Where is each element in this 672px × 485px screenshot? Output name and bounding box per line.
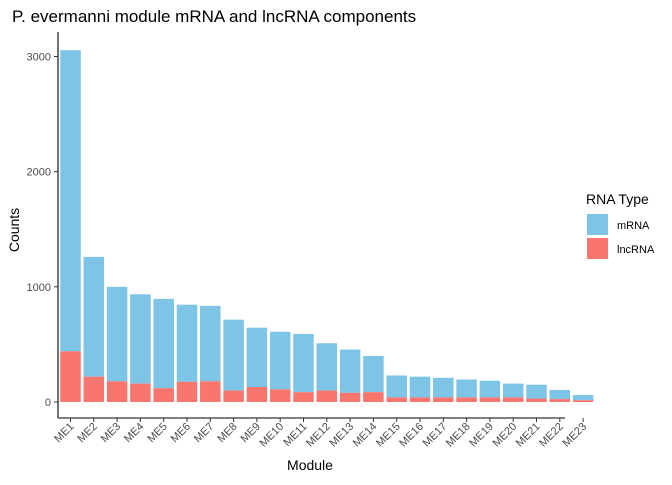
y-tick-label: 1000 [27, 282, 51, 294]
x-tick-label: ME2 [75, 421, 99, 445]
bar-mrna-me21 [526, 384, 547, 399]
bar-mrna-me10 [269, 331, 291, 390]
x-tick-label: ME5 [145, 421, 169, 445]
bar-lncrna-me17 [433, 397, 454, 402]
legend-label-lncrna: lncRNA [617, 244, 655, 256]
legend-label-mrna: mRNA [617, 220, 650, 232]
bar-lncrna-me9 [246, 387, 268, 402]
bar-mrna-me15 [386, 375, 407, 398]
x-tick-label: ME11 [281, 421, 309, 449]
x-tick-label: ME6 [169, 421, 193, 445]
bar-lncrna-me16 [409, 397, 431, 402]
bar-mrna-me14 [363, 355, 384, 393]
bar-lncrna-me5 [153, 388, 174, 402]
bar-mrna-me17 [433, 377, 454, 398]
x-tick-label: ME10 [258, 421, 287, 450]
bar-mrna-me23 [572, 395, 594, 401]
y-tick-label: 0 [45, 397, 51, 409]
plot-bars [60, 50, 594, 402]
bar-lncrna-me19 [479, 397, 501, 402]
x-tick-label: ME15 [374, 421, 403, 450]
bar-mrna-me16 [409, 376, 431, 398]
x-tick-label: ME14 [351, 421, 380, 450]
legend-key-lncrna [587, 238, 608, 259]
x-tick-label: ME13 [327, 421, 356, 450]
x-tick-label: ME19 [467, 421, 496, 450]
bar-lncrna-me8 [223, 390, 244, 402]
y-tick-label: 3000 [27, 52, 51, 64]
bar-lncrna-me10 [269, 389, 291, 402]
bar-mrna-me13 [339, 349, 361, 393]
bar-mrna-me22 [549, 389, 571, 400]
bar-lncrna-me21 [526, 398, 547, 402]
x-tick-label: ME18 [444, 421, 473, 450]
x-tick-label: ME16 [397, 421, 426, 450]
bar-mrna-me6 [176, 304, 198, 382]
x-tick-label: ME1 [52, 421, 76, 445]
bar-lncrna-me1 [60, 351, 81, 402]
bar-mrna-me20 [502, 383, 524, 398]
x-tick-label: ME23 [560, 421, 589, 450]
x-tick-label: ME7 [192, 421, 216, 445]
bar-lncrna-me22 [549, 399, 571, 402]
x-axis-title: Module [287, 457, 333, 473]
bar-mrna-me19 [479, 380, 501, 398]
bar-mrna-me9 [246, 327, 268, 388]
bar-lncrna-me13 [339, 392, 361, 402]
x-tick-label: ME20 [491, 421, 520, 450]
x-tick-label: ME4 [122, 421, 146, 445]
bar-lncrna-me2 [83, 376, 105, 402]
bar-mrna-me7 [200, 305, 221, 382]
bar-lncrna-me4 [130, 383, 151, 402]
x-tick-label: ME8 [215, 421, 239, 445]
bar-mrna-me1 [60, 50, 81, 352]
x-tick-label: ME17 [421, 421, 450, 450]
bar-mrna-me11 [293, 334, 314, 393]
bar-lncrna-me20 [502, 397, 524, 402]
x-tick-label: ME22 [537, 421, 566, 450]
bar-lncrna-me23 [572, 400, 594, 402]
bar-mrna-me12 [316, 343, 338, 391]
bar-mrna-me2 [83, 256, 105, 377]
bar-lncrna-me7 [200, 381, 221, 402]
bar-mrna-me4 [130, 294, 151, 384]
bar-lncrna-me15 [386, 397, 407, 402]
bar-lncrna-me3 [106, 381, 128, 402]
y-axis-title: Counts [6, 208, 22, 252]
x-axis: ME1ME2ME3ME4ME5ME6ME7ME8ME9ME10ME11ME12M… [52, 417, 589, 450]
x-tick-label: ME12 [304, 421, 333, 450]
bar-mrna-me8 [223, 319, 244, 391]
chart-title: P. evermanni module mRNA and lncRNA comp… [12, 7, 416, 26]
bar-lncrna-me12 [316, 390, 338, 402]
x-tick-label: ME3 [99, 421, 123, 445]
bar-lncrna-me11 [293, 392, 314, 402]
x-tick-label: ME21 [514, 421, 543, 450]
y-axis: 0 1000 2000 3000 [27, 32, 59, 418]
legend-title: RNA Type [586, 191, 649, 207]
bar-mrna-me5 [153, 298, 174, 389]
bar-lncrna-me14 [363, 392, 384, 402]
legend: RNA Type mRNA lncRNA [586, 191, 655, 259]
bar-lncrna-me6 [176, 381, 198, 402]
bar-mrna-me3 [106, 286, 128, 382]
bar-mrna-me18 [456, 379, 477, 398]
legend-key-mrna [587, 214, 608, 235]
bar-lncrna-me18 [456, 397, 477, 402]
y-tick-label: 2000 [27, 167, 51, 179]
